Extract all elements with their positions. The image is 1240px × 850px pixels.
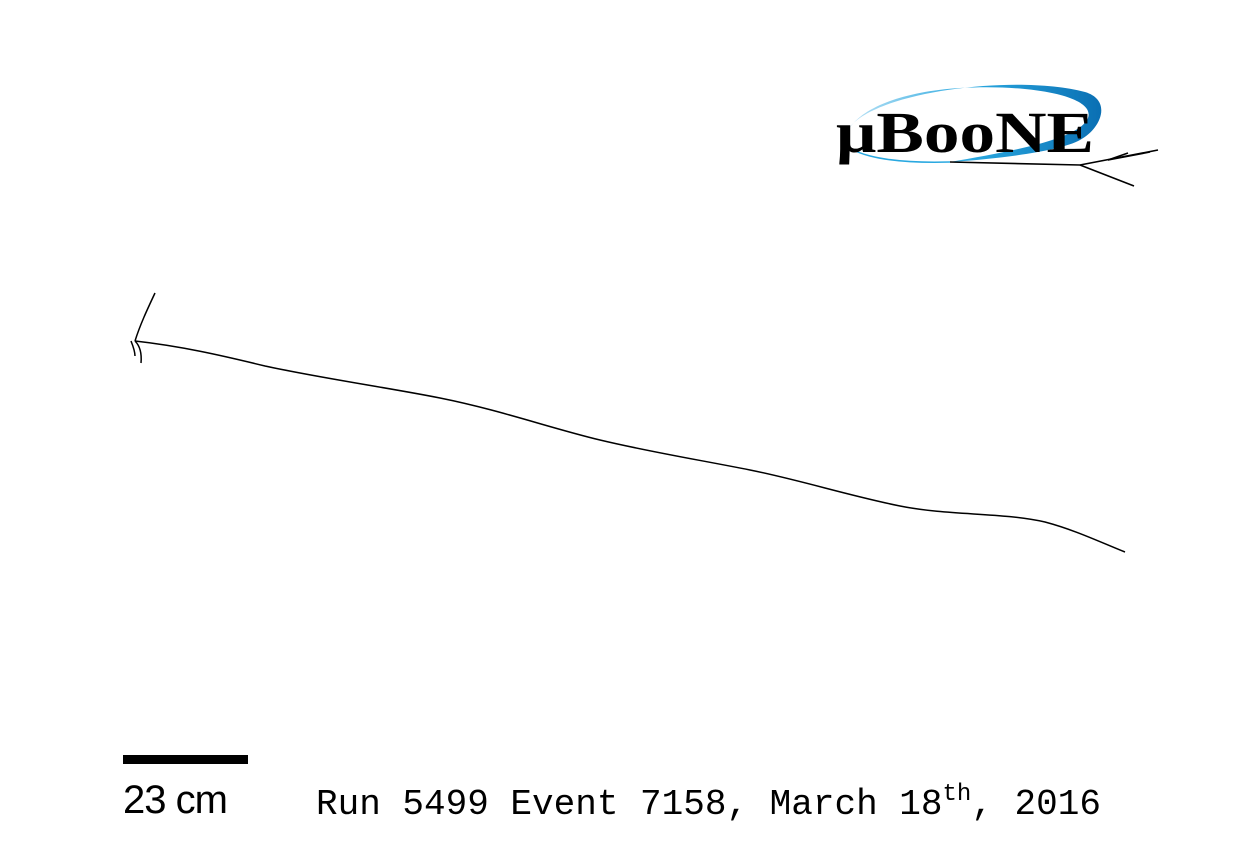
logo-interaction-lines	[949, 149, 1159, 187]
scale-bar-label: 23 cm	[123, 778, 228, 822]
microboone-logo: μBooNE	[836, 84, 1159, 187]
scale-bar	[123, 755, 248, 764]
logo-ring	[845, 84, 1102, 162]
vertex-track-short	[130, 340, 136, 357]
event-info-year: , 2016	[971, 784, 1101, 825]
event-info-main: Run 5499 Event 7158, March 18	[316, 784, 943, 825]
event-info: Run 5499 Event 7158, March 18th, 2016	[316, 781, 1101, 826]
logo-ring-lower	[844, 137, 951, 163]
long-track	[134, 340, 1126, 553]
vertex-track-curl	[134, 340, 142, 364]
particle-tracks	[130, 292, 1126, 553]
logo-text: μBooNE	[836, 100, 1094, 165]
vertex-track-up	[134, 292, 156, 342]
event-info-ordinal: th	[942, 781, 972, 808]
